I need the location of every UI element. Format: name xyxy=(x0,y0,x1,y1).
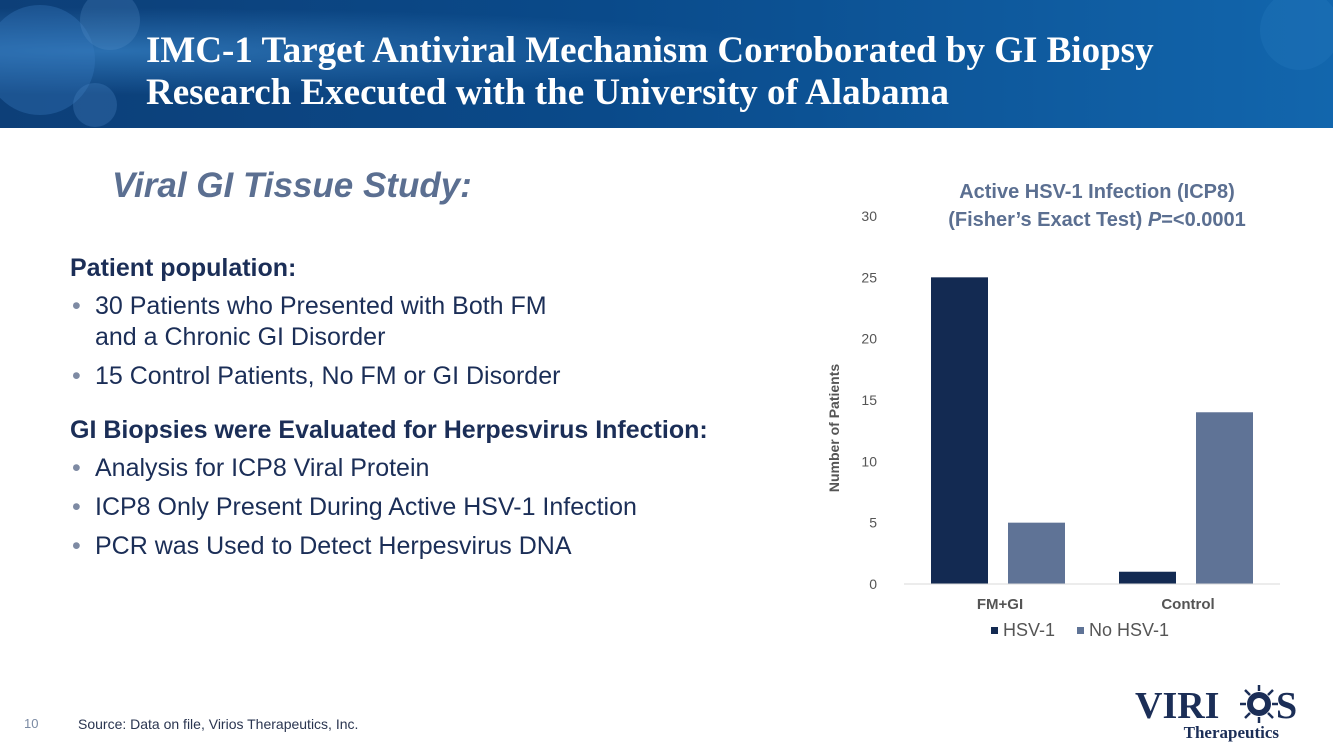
bullet-icon: • xyxy=(72,292,81,320)
list-item: and a Chronic GI Disorder xyxy=(95,323,386,351)
bar-control-hsv-1 xyxy=(1119,571,1176,584)
bullet-icon: • xyxy=(72,532,81,560)
y-tick-label: 5 xyxy=(869,515,877,531)
list-item: • Analysis for ICP8 Viral Protein xyxy=(72,454,430,482)
bullet-icon: • xyxy=(72,454,81,482)
x-tick-label: Control xyxy=(1161,596,1214,613)
svg-text:VIRI: VIRI xyxy=(1135,685,1219,727)
chart-subtitle: (Fisher’s Exact Test) P=<0.0001 xyxy=(948,209,1246,231)
section-subtitle: Viral GI Tissue Study: xyxy=(112,166,472,205)
virios-logo: VIRI S Therapeutics xyxy=(1135,685,1297,742)
svg-text:S: S xyxy=(1276,685,1297,727)
population-heading: Patient population: xyxy=(70,254,297,282)
y-tick-label: 30 xyxy=(861,208,877,224)
y-tick-label: 10 xyxy=(861,453,877,469)
biopsies-heading: GI Biopsies were Evaluated for Herpesvir… xyxy=(70,416,708,444)
legend-label: HSV-1 xyxy=(1003,620,1055,640)
bullet-icon: • xyxy=(72,493,81,521)
population-list: • 30 Patients who Presented with Both FM … xyxy=(70,291,560,400)
bar-fm-gi-no-hsv-1 xyxy=(1008,522,1065,584)
hsv-infection-bar-chart: Active HSV-1 Infection (ICP8) (Fisher’s … xyxy=(826,181,1280,640)
svg-text:Therapeutics: Therapeutics xyxy=(1184,723,1280,742)
header-banner: IMC-1 Target Antiviral Mechanism Corrobo… xyxy=(0,0,1333,128)
bullet-icon: • xyxy=(72,362,81,390)
list-item: • ICP8 Only Present During Active HSV-1 I… xyxy=(72,493,637,521)
page-number: 10 xyxy=(24,716,39,731)
y-tick-label: 25 xyxy=(861,269,877,285)
y-axis-label: Number of Patients xyxy=(826,364,842,493)
biopsies-list: • Analysis for ICP8 Viral Protein • ICP8 O… xyxy=(70,453,637,570)
source-note: Source: Data on file, Virios Therapeutic… xyxy=(78,716,359,732)
legend-swatch xyxy=(1077,627,1084,634)
virus-background-graphic xyxy=(0,0,1333,127)
chart-title: Active HSV-1 Infection (ICP8) xyxy=(959,181,1235,203)
virus-logo-icon xyxy=(1240,685,1278,723)
y-tick-label: 20 xyxy=(861,331,877,347)
y-tick-label: 0 xyxy=(869,576,877,592)
y-tick-label: 15 xyxy=(861,392,877,408)
legend-label: No HSV-1 xyxy=(1089,620,1169,640)
title-line-1: IMC-1 Target Antiviral Mechanism Corrobo… xyxy=(146,30,1154,71)
title-line-2: Research Executed with the University of… xyxy=(146,72,949,113)
legend-swatch xyxy=(991,627,998,634)
slide-title: IMC-1 Target Antiviral Mechanism Corrobo… xyxy=(146,30,1316,114)
bar-fm-gi-hsv-1 xyxy=(931,277,988,584)
x-tick-label: FM+GI xyxy=(977,596,1023,613)
list-item: • 15 Control Patients, No FM or GI Disord… xyxy=(72,362,561,390)
list-item: • PCR was Used to Detect Herpesvirus DNA xyxy=(72,532,572,560)
list-item: • 30 Patients who Presented with Both FM xyxy=(72,292,547,320)
bar-control-no-hsv-1 xyxy=(1196,412,1253,584)
